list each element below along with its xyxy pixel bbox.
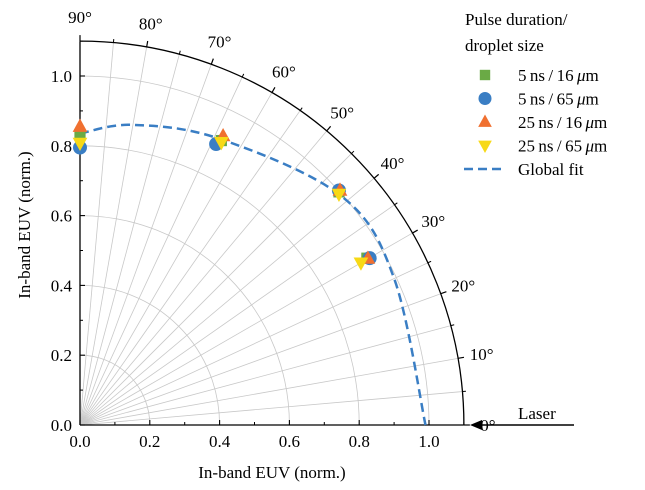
angle-tick-mark xyxy=(211,59,213,65)
angular-grid-line xyxy=(80,93,272,425)
legend-size-unit-m: m xyxy=(594,113,607,132)
legend-label: 5 ns / 16 μm xyxy=(518,66,599,85)
angular-grid-line xyxy=(80,54,179,425)
fit-line-layer xyxy=(80,125,426,425)
legend-entry: 25 ns / 65 μm xyxy=(478,137,607,156)
angle-tick-label: 50° xyxy=(330,104,354,123)
angle-tick-mark xyxy=(441,292,447,294)
legend-title-line-2: droplet size xyxy=(465,36,544,55)
angle-tick-label: 30° xyxy=(421,212,445,231)
y-tick-label: 0.0 xyxy=(51,416,72,435)
angular-grid-line xyxy=(80,326,451,425)
data-point-triangle-up xyxy=(73,119,88,132)
angle-tick-label: 70° xyxy=(208,33,232,52)
legend-swatch-square xyxy=(480,70,490,80)
x-tick-label: 0.4 xyxy=(209,432,231,451)
legend-size-unit-m: m xyxy=(594,137,607,156)
legend-pulse-value: 25 ns xyxy=(518,113,554,132)
legend-size-unit: μ xyxy=(576,90,586,109)
x-axis-title: In-band EUV (norm.) xyxy=(198,463,345,482)
legend: Pulse duration/ droplet size 5 ns / 16 μ… xyxy=(464,10,607,179)
angle-tick-label: 10° xyxy=(470,345,494,364)
legend-size-value: 16 xyxy=(565,113,585,132)
legend-size-value: 65 xyxy=(557,90,577,109)
global-fit-line xyxy=(80,125,426,425)
legend-separator: / xyxy=(545,90,557,109)
x-tick-label: 0.6 xyxy=(279,432,300,451)
angle-minor-tick-mark xyxy=(428,261,431,262)
angle-tick-mark xyxy=(272,87,275,92)
angular-grid-line xyxy=(80,392,462,425)
angular-grid-line xyxy=(80,64,211,425)
angle-tick-label: 60° xyxy=(272,63,296,82)
y-axis-title: In-band EUV (norm.) xyxy=(15,151,34,298)
legend-size-unit-m: m xyxy=(586,66,599,85)
legend-label: Global fit xyxy=(518,160,584,179)
legend-pulse-value: 25 ns xyxy=(518,137,554,156)
angular-grid-line xyxy=(80,77,242,425)
legend-separator: / xyxy=(545,66,557,85)
angular-grid-line xyxy=(80,263,428,425)
angular-grid-line xyxy=(80,43,113,425)
legend-separator: / xyxy=(554,137,566,156)
angle-tick-mark xyxy=(412,230,417,233)
angle-tick-label: 80° xyxy=(139,14,163,33)
angle-tick-label: 90° xyxy=(68,8,92,27)
legend-entry: 5 ns / 16 μm xyxy=(480,66,599,85)
legend-label: 25 ns / 65 μm xyxy=(518,137,607,156)
x-tick-label: 1.0 xyxy=(418,432,439,451)
legend-entry: 25 ns / 16 μm xyxy=(478,113,607,132)
data-points xyxy=(73,119,377,271)
angle-tick-mark xyxy=(147,41,148,47)
legend-swatch-triangle-down xyxy=(478,141,492,153)
angle-tick-label: 40° xyxy=(381,154,405,173)
x-tick-label: 0.8 xyxy=(349,432,370,451)
y-tick-label: 0.2 xyxy=(51,346,72,365)
legend-pulse-value: 5 ns xyxy=(518,66,545,85)
angle-minor-tick-mark xyxy=(300,108,302,111)
y-tick-label: 0.8 xyxy=(51,137,72,156)
polar-grid xyxy=(80,43,462,425)
legend-title-line-1: Pulse duration/ xyxy=(465,10,568,29)
legend-entry: Global fit xyxy=(464,160,584,179)
legend-size-value: 16 xyxy=(557,66,577,85)
legend-entry: 5 ns / 65 μm xyxy=(479,90,599,109)
x-tick-label: 0.0 xyxy=(69,432,90,451)
laser-arrow-head xyxy=(470,420,482,430)
legend-label: 5 ns / 65 μm xyxy=(518,90,599,109)
legend-separator: / xyxy=(554,113,566,132)
y-tick-label: 1.0 xyxy=(51,67,72,86)
angle-tick-mark xyxy=(327,126,331,131)
angle-minor-tick-mark xyxy=(351,151,353,153)
legend-pulse-value: 5 ns xyxy=(518,90,545,109)
angular-grid-line xyxy=(80,294,441,425)
legend-size-unit: μ xyxy=(576,66,586,85)
angle-tick-mark xyxy=(458,357,464,358)
legend-size-unit-m: m xyxy=(586,90,599,109)
y-tick-label: 0.6 xyxy=(51,207,72,226)
legend-label: 25 ns / 16 μm xyxy=(518,113,607,132)
legend-size-unit: μ xyxy=(584,137,594,156)
legend-size-value: 65 xyxy=(565,137,585,156)
x-tick-label: 0.2 xyxy=(139,432,160,451)
angle-tick-mark xyxy=(374,174,379,178)
angle-minor-tick-mark xyxy=(242,74,243,77)
y-tick-label: 0.4 xyxy=(51,276,73,295)
legend-swatch-triangle-up xyxy=(478,115,492,127)
legend-size-unit: μ xyxy=(584,113,594,132)
laser-label: Laser xyxy=(518,404,556,423)
legend-swatch-circle xyxy=(479,92,492,105)
angle-tick-label: 20° xyxy=(451,276,475,295)
angle-minor-tick-mark xyxy=(394,203,397,205)
